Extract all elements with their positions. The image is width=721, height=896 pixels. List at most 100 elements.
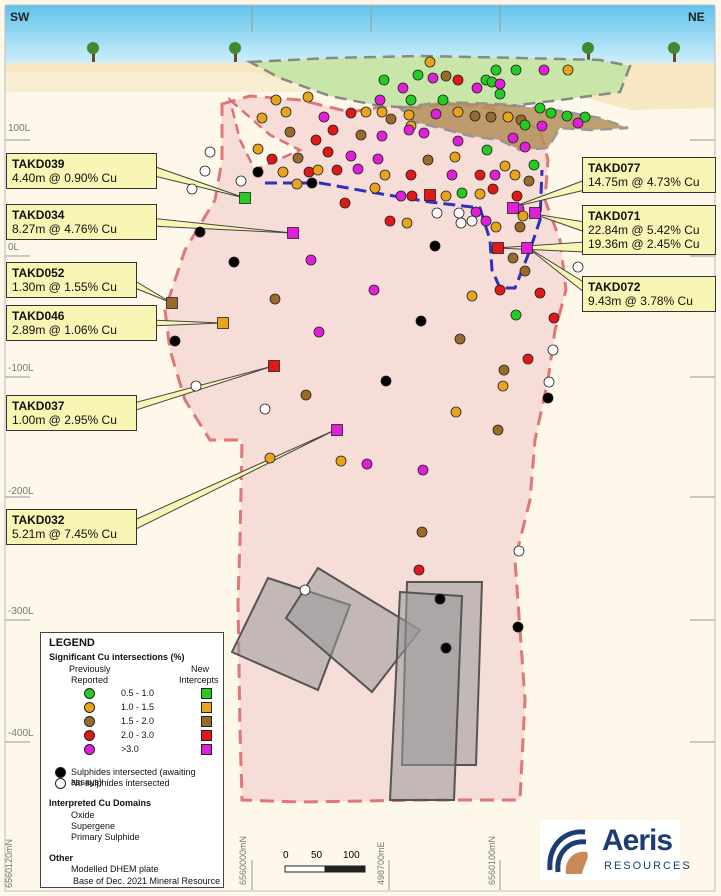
intercept-dot: [312, 164, 324, 176]
intercept-dot: [422, 154, 434, 166]
intercept-dot: [361, 458, 373, 470]
legend-prev-1: Previously: [69, 664, 111, 674]
intercept-dot: [572, 261, 584, 273]
intercept-dot: [352, 163, 364, 175]
intercept-dot: [369, 182, 381, 194]
new-intercept-square: [268, 360, 280, 372]
intercept-dot: [456, 187, 468, 199]
callout-takd072: TAKD072 9.43m @ 3.78% Cu: [582, 276, 716, 312]
callout-result: 2.89m @ 1.06% Cu: [12, 323, 117, 337]
intercept-dot: [502, 111, 514, 123]
intercept-dot: [228, 256, 240, 268]
intercept-dot: [446, 169, 458, 181]
intercept-dot: [547, 344, 559, 356]
ne-label: NE: [688, 10, 705, 24]
callout-result: 8.27m @ 4.76% Cu: [12, 222, 117, 236]
intercept-dot: [519, 119, 531, 131]
legend-new-2: Intercepts: [179, 675, 219, 685]
legend-resource: Base of Dec. 2021 Mineral Resource: [73, 876, 221, 886]
new-intercept-square: [521, 242, 533, 254]
intercept-dot: [395, 190, 407, 202]
legend-dhem: Modelled DHEM plate: [71, 864, 159, 874]
intercept-dot: [548, 312, 560, 324]
callout-takd077: TAKD077 14.75m @ 4.73% Cu: [582, 157, 716, 193]
intercept-dot: [327, 124, 339, 136]
intercept-dot: [431, 207, 443, 219]
legend-square-4: [201, 744, 212, 755]
elev-100l: 100L: [8, 123, 31, 134]
intercept-dot: [378, 74, 390, 86]
elev-minus200l: -200L: [8, 486, 34, 497]
intercept-dot: [430, 108, 442, 120]
callout-hole: TAKD072: [588, 280, 641, 294]
easting-4: 6560100mN: [487, 835, 497, 885]
intercept-dot: [406, 190, 418, 202]
intercept-dot: [534, 102, 546, 114]
primary-sulphide-domain: [163, 94, 568, 804]
intercept-dot: [374, 94, 386, 106]
legend-square-1: [201, 702, 212, 713]
intercept-dot: [507, 132, 519, 144]
scale-label-0: 0: [283, 850, 289, 861]
intercept-dot: [259, 403, 271, 415]
intercept-dot: [401, 217, 413, 229]
callout-result: 4.40m @ 0.90% Cu: [12, 171, 117, 185]
legend-other-title: Other: [49, 853, 74, 863]
intercept-dot: [519, 141, 531, 153]
intercept-dot: [368, 284, 380, 296]
intercept-dot: [528, 159, 540, 171]
intercept-dot: [542, 392, 554, 404]
legend-supergene: Supergene: [71, 821, 116, 831]
intercept-dot: [417, 464, 429, 476]
intercept-dot: [302, 91, 314, 103]
legend-dot-3: [84, 730, 95, 741]
intercept-dot: [379, 169, 391, 181]
intercept-dot: [538, 64, 550, 76]
new-intercept-square: [287, 227, 299, 239]
intercept-dot: [492, 424, 504, 436]
callout-takd032: TAKD032 5.21m @ 7.45% Cu: [6, 509, 137, 545]
intercept-dot: [453, 207, 465, 219]
intercept-dot: [270, 94, 282, 106]
callout-takd071: TAKD071 22.84m @ 5.42% Cu 19.36m @ 2.45%…: [582, 205, 716, 255]
intercept-dot: [481, 144, 493, 156]
callout-hole: TAKD034: [12, 208, 65, 222]
intercept-dot: [454, 333, 466, 345]
callout-hole: TAKD071: [588, 209, 641, 223]
legend-square-0: [201, 688, 212, 699]
intercept-dot: [480, 215, 492, 227]
intercept-dot: [413, 564, 425, 576]
intercept-dot: [474, 188, 486, 200]
intercept-dot: [512, 621, 524, 633]
intercept-dot: [266, 153, 278, 165]
legend-sulphides: Sulphides intersected (awaiting assays): [71, 767, 196, 787]
intercept-dot: [489, 169, 501, 181]
elev-minus100l: -100L: [8, 363, 34, 374]
intercept-dot: [490, 221, 502, 233]
intercept-dot: [204, 146, 216, 158]
callout-result: 9.43m @ 3.78% Cu: [588, 294, 693, 308]
legend-sulphide-dot: [55, 767, 66, 778]
intercept-dot: [331, 164, 343, 176]
legend-grade-4: >3.0: [121, 744, 139, 754]
intercept-dot: [440, 190, 452, 202]
legend-square-2: [201, 716, 212, 727]
intercept-dot: [485, 111, 497, 123]
intercept-dot: [450, 406, 462, 418]
intercept-dot: [440, 70, 452, 82]
intercept-dot: [284, 126, 296, 138]
intercept-dot: [277, 166, 289, 178]
intercept-dot: [534, 287, 546, 299]
legend-primary: Primary Sulphide: [71, 832, 140, 842]
intercept-dot: [452, 74, 464, 86]
intercept-dot: [452, 106, 464, 118]
intercept-dot: [405, 169, 417, 181]
intercept-dot: [545, 107, 557, 119]
intercept-dot: [427, 72, 439, 84]
intercept-dot: [186, 183, 198, 195]
new-intercept-square: [217, 317, 229, 329]
intercept-dot: [452, 135, 464, 147]
scale-label-100: 100: [343, 850, 360, 861]
scale: 0 50 100: [283, 848, 365, 876]
intercept-dot: [280, 106, 292, 118]
